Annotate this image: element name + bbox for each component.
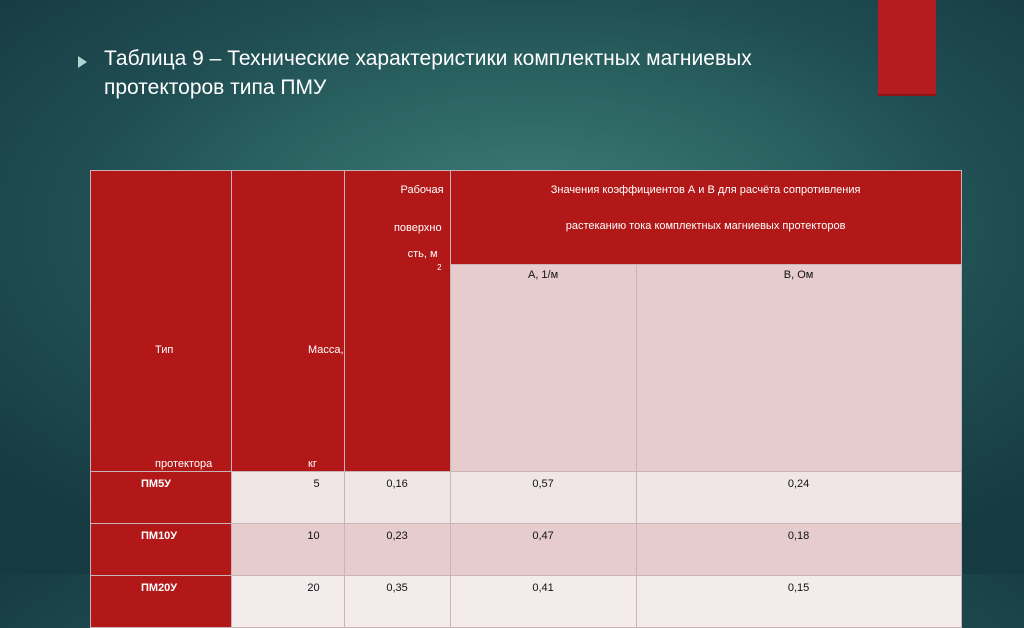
cell-coef-a: 0,57 (449, 471, 637, 524)
cell-mass: 20 (231, 575, 345, 628)
header-coef-line2: растеканию тока комплектных магниевых пр… (565, 220, 846, 232)
cell-surface: 0,16 (343, 471, 451, 524)
header-coef-line1: Значения коэффициентов А и В для расчёта… (550, 184, 861, 196)
header-coefficients: Значения коэффициентов А и В для расчёта… (449, 170, 962, 265)
header-surface-line1: Рабочая (400, 184, 444, 196)
table-row: ПМ20У 20 0,35 0,41 0,15 (90, 575, 962, 628)
cell-type: ПМ20У (90, 575, 232, 628)
decorative-accent-bar (878, 0, 936, 96)
table-row: ПМ10У 10 0,23 0,47 0,18 (90, 523, 962, 576)
cell-coef-a: 0,47 (449, 523, 637, 576)
header-surface-line2: поверхно (393, 222, 442, 234)
cell-type: ПМ5У (90, 471, 232, 524)
cell-type: ПМ10У (90, 523, 232, 576)
cell-surface: 0,35 (343, 575, 451, 628)
slide-title-line2: протекторов типа ПМУ (104, 76, 327, 99)
table-row: ПМ5У 5 0,16 0,57 0,24 (90, 471, 962, 524)
header-type-line2: протектора (155, 458, 213, 470)
header-coef-a: А, 1/м (449, 263, 637, 472)
cell-mass: 5 (231, 471, 345, 524)
cell-coef-a: 0,41 (449, 575, 637, 628)
header-type: Тип протектора (90, 170, 232, 472)
header-surface-line3: сть, м (407, 248, 438, 260)
specifications-table: Тип протектора Масса, кг Рабочая поверхно … (90, 170, 962, 628)
cell-coef-b: 0,15 (635, 575, 962, 628)
cell-surface: 0,23 (343, 523, 451, 576)
header-mass-line1: Масса, (308, 344, 344, 356)
cell-coef-b: 0,24 (635, 471, 962, 524)
bullet-arrow-icon (78, 56, 87, 68)
cell-mass: 10 (231, 523, 345, 576)
header-surface: Рабочая поверхно сть, м 2 (343, 170, 451, 472)
header-mass: Масса, кг (231, 170, 345, 472)
header-mass-line2: кг (308, 458, 317, 470)
cell-coef-b: 0,18 (635, 523, 962, 576)
header-coef-b: В, Ом (635, 263, 962, 472)
header-surface-superscript: 2 (437, 263, 442, 272)
slide-title-line1: Таблица 9 – Технические характеристики к… (104, 47, 752, 70)
slide-title: Таблица 9 – Технические характеристики к… (104, 44, 824, 102)
header-type-line1: Тип (155, 344, 174, 356)
